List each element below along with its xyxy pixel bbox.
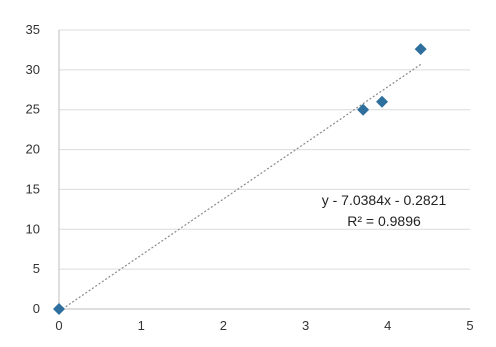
data-point	[53, 303, 65, 315]
data-point	[414, 43, 427, 56]
x-tick-label: 3	[302, 318, 309, 333]
y-tick-label: 10	[26, 221, 40, 236]
trendline-equation: y - 7.0384x - 0.2821	[322, 192, 447, 208]
y-tick-label: 5	[33, 261, 40, 276]
y-tick-label: 35	[26, 22, 40, 37]
data-point	[357, 103, 370, 116]
x-tick-label: 1	[138, 318, 145, 333]
gridlines	[59, 29, 470, 270]
y-tick-label: 30	[26, 62, 40, 77]
x-tick-labels: 0 1 2 3 4 5	[55, 318, 473, 333]
data-point	[376, 95, 389, 108]
data-points	[53, 43, 427, 315]
x-tick-label: 2	[220, 318, 227, 333]
y-tick-label: 0	[33, 301, 40, 316]
y-tick-label: 25	[26, 102, 40, 117]
r-squared-label: R² = 0.9896	[347, 213, 421, 229]
y-tick-label: 20	[26, 142, 40, 157]
y-tick-labels: 0 5 10 15 20 25 30 35	[26, 22, 40, 316]
x-tick-label: 5	[466, 318, 473, 333]
x-tick-label: 0	[55, 318, 62, 333]
x-tick-label: 4	[384, 318, 391, 333]
y-tick-label: 15	[26, 181, 40, 196]
trendline	[58, 63, 422, 312]
